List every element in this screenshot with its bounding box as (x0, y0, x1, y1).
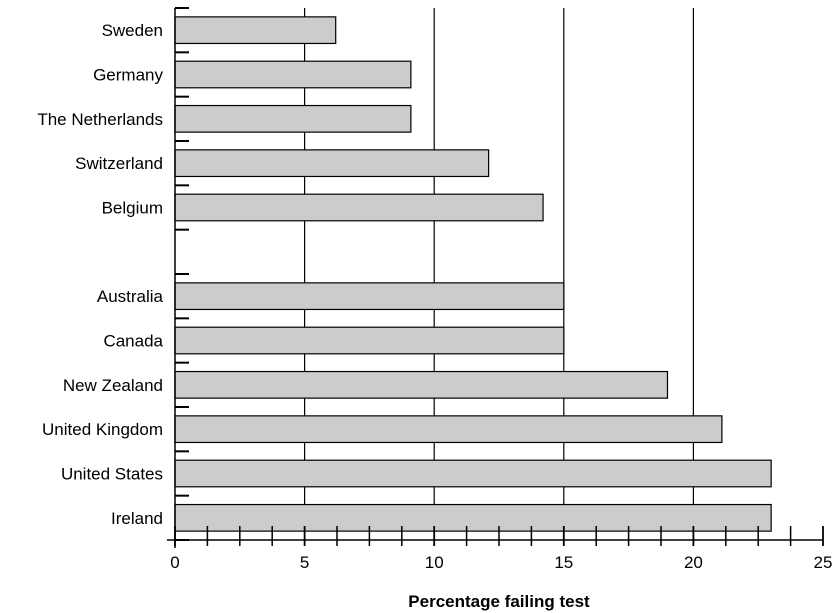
x-axis: 0 5 10 15 20 25 (167, 526, 832, 572)
bar (174, 282, 565, 311)
x-tick-label: 10 (425, 553, 444, 572)
bar (174, 503, 772, 532)
category-label: Switzerland (75, 154, 163, 173)
x-tick-label: 5 (300, 553, 309, 572)
bar (174, 193, 544, 222)
x-axis-title: Percentage failing test (408, 592, 590, 611)
bar (174, 60, 412, 89)
bar (174, 370, 669, 399)
category-label: Australia (97, 287, 164, 306)
x-tick-label: 0 (170, 553, 179, 572)
category-label: Belgium (102, 199, 163, 218)
category-label: Germany (93, 66, 163, 85)
category-label: United Kingdom (42, 420, 163, 439)
x-tick-label: 15 (554, 553, 573, 572)
bars (174, 16, 772, 532)
x-tick-label: 20 (684, 553, 703, 572)
x-tick-label: 25 (814, 553, 833, 572)
y-axis: Sweden Germany The Netherlands Switzerland B… (37, 7, 189, 548)
bar (174, 16, 337, 45)
category-label: Canada (103, 332, 163, 351)
category-label: The Netherlands (37, 110, 163, 129)
category-label: New Zealand (63, 376, 163, 395)
bar (174, 149, 490, 178)
bar (174, 104, 412, 133)
bar (174, 415, 723, 444)
category-label: Ireland (111, 509, 163, 528)
category-label: United States (61, 465, 163, 484)
bar (174, 459, 772, 488)
gridlines (304, 8, 695, 540)
bar (174, 326, 565, 355)
category-label: Sweden (102, 21, 163, 40)
